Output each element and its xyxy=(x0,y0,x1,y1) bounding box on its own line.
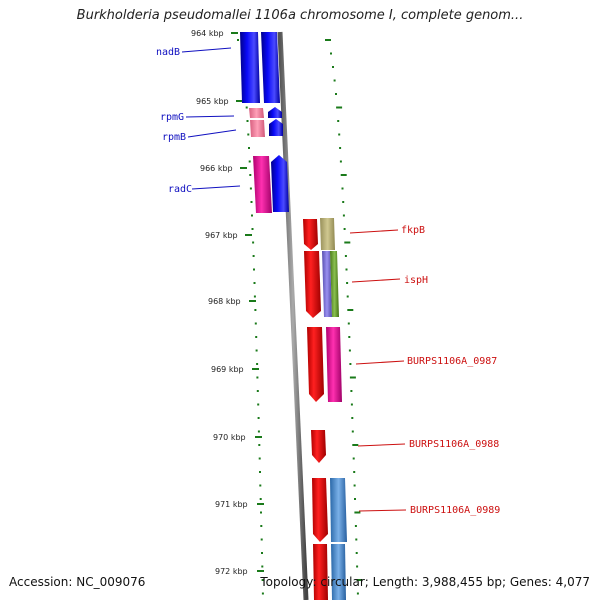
kbp-scale: 964 kbp 965 kbp 966 kbp 967 kbp 968 kbp … xyxy=(191,29,264,576)
kbp-label: 970 kbp xyxy=(213,433,246,442)
leader-line-0989 xyxy=(358,509,407,512)
gene-block-next-inner[interactable] xyxy=(313,544,328,600)
leader-line-0987 xyxy=(355,360,405,365)
gene-label-fkpB[interactable]: fkpB xyxy=(401,225,425,236)
gene-label-nadB[interactable]: nadB xyxy=(156,47,180,58)
accession-text: Accession: NC_009076 xyxy=(9,575,146,589)
gene-block-rpmB-inner[interactable] xyxy=(250,120,265,137)
kbp-label: 968 kbp xyxy=(208,297,241,306)
gene-block-fkpB-inner[interactable] xyxy=(303,219,318,250)
gene-block-nadB-inner[interactable] xyxy=(240,32,260,103)
gene-block-next-outer[interactable] xyxy=(331,544,346,600)
leader-line-fkpB xyxy=(349,229,399,234)
kbp-label: 972 kbp xyxy=(215,567,248,576)
kbp-label: 964 kbp xyxy=(191,29,224,38)
leader-line-0988 xyxy=(357,443,406,447)
gene-block-rpmB-outer[interactable] xyxy=(269,119,283,136)
gene-label-0988[interactable]: BURPS1106A_0988 xyxy=(409,439,499,450)
leader-line-ispH xyxy=(351,278,401,283)
leader-line-rpmG xyxy=(185,115,235,118)
gene-label-rpmB[interactable]: rpmB xyxy=(162,132,186,143)
gene-block-0987-inner[interactable] xyxy=(307,327,324,402)
gene-block-ispH-inner[interactable] xyxy=(304,251,321,318)
gene-label-0989[interactable]: BURPS1106A_0989 xyxy=(410,505,500,516)
leader-line-nadB xyxy=(181,47,232,53)
gene-block-fkpB-outer[interactable] xyxy=(320,218,335,250)
map-title: Burkholderia pseudomallei 1106a chromoso… xyxy=(76,8,524,23)
kbp-label: 965 kbp xyxy=(196,97,229,106)
gene-block-radC-inner[interactable] xyxy=(253,156,272,213)
gene-block-nadB-outer[interactable] xyxy=(261,32,280,103)
kbp-label: 969 kbp xyxy=(211,365,244,374)
kbp-label: 966 kbp xyxy=(200,164,233,173)
gene-block-ispH-mid[interactable] xyxy=(322,251,332,317)
kbp-label: 967 kbp xyxy=(205,231,238,240)
gene-block-rpmG-inner[interactable] xyxy=(249,108,264,118)
genome-summary-text: Topology: circular; Length: 3,988,455 bp… xyxy=(260,575,590,589)
gene-block-radC-outer[interactable] xyxy=(271,155,289,212)
gene-label-radC[interactable]: radC xyxy=(168,184,192,195)
kbp-label: 971 kbp xyxy=(215,500,248,509)
gene-block-rpmG-outer[interactable] xyxy=(268,107,282,118)
leader-line-rpmB xyxy=(187,129,237,138)
gene-block-0988-inner[interactable] xyxy=(311,430,326,463)
gene-block-ispH-outer[interactable] xyxy=(330,251,339,317)
gene-label-0987[interactable]: BURPS1106A_0987 xyxy=(407,356,497,367)
left-gene-labels: nadB rpmG rpmB radC xyxy=(156,47,241,195)
gene-block-0987-outer[interactable] xyxy=(326,327,342,402)
right-gene-blocks xyxy=(303,218,347,600)
leader-line-radC xyxy=(191,185,241,190)
left-gene-blocks xyxy=(240,32,289,213)
gene-label-ispH[interactable]: ispH xyxy=(404,275,428,286)
gene-block-0989-inner[interactable] xyxy=(312,478,328,542)
chromosome-backbone xyxy=(277,31,309,600)
gene-label-rpmG[interactable]: rpmG xyxy=(160,112,184,123)
gene-block-0989-outer[interactable] xyxy=(330,478,347,542)
right-gene-labels: fkpB ispH BURPS1106A_0987 BURPS1106A_098… xyxy=(349,225,500,516)
